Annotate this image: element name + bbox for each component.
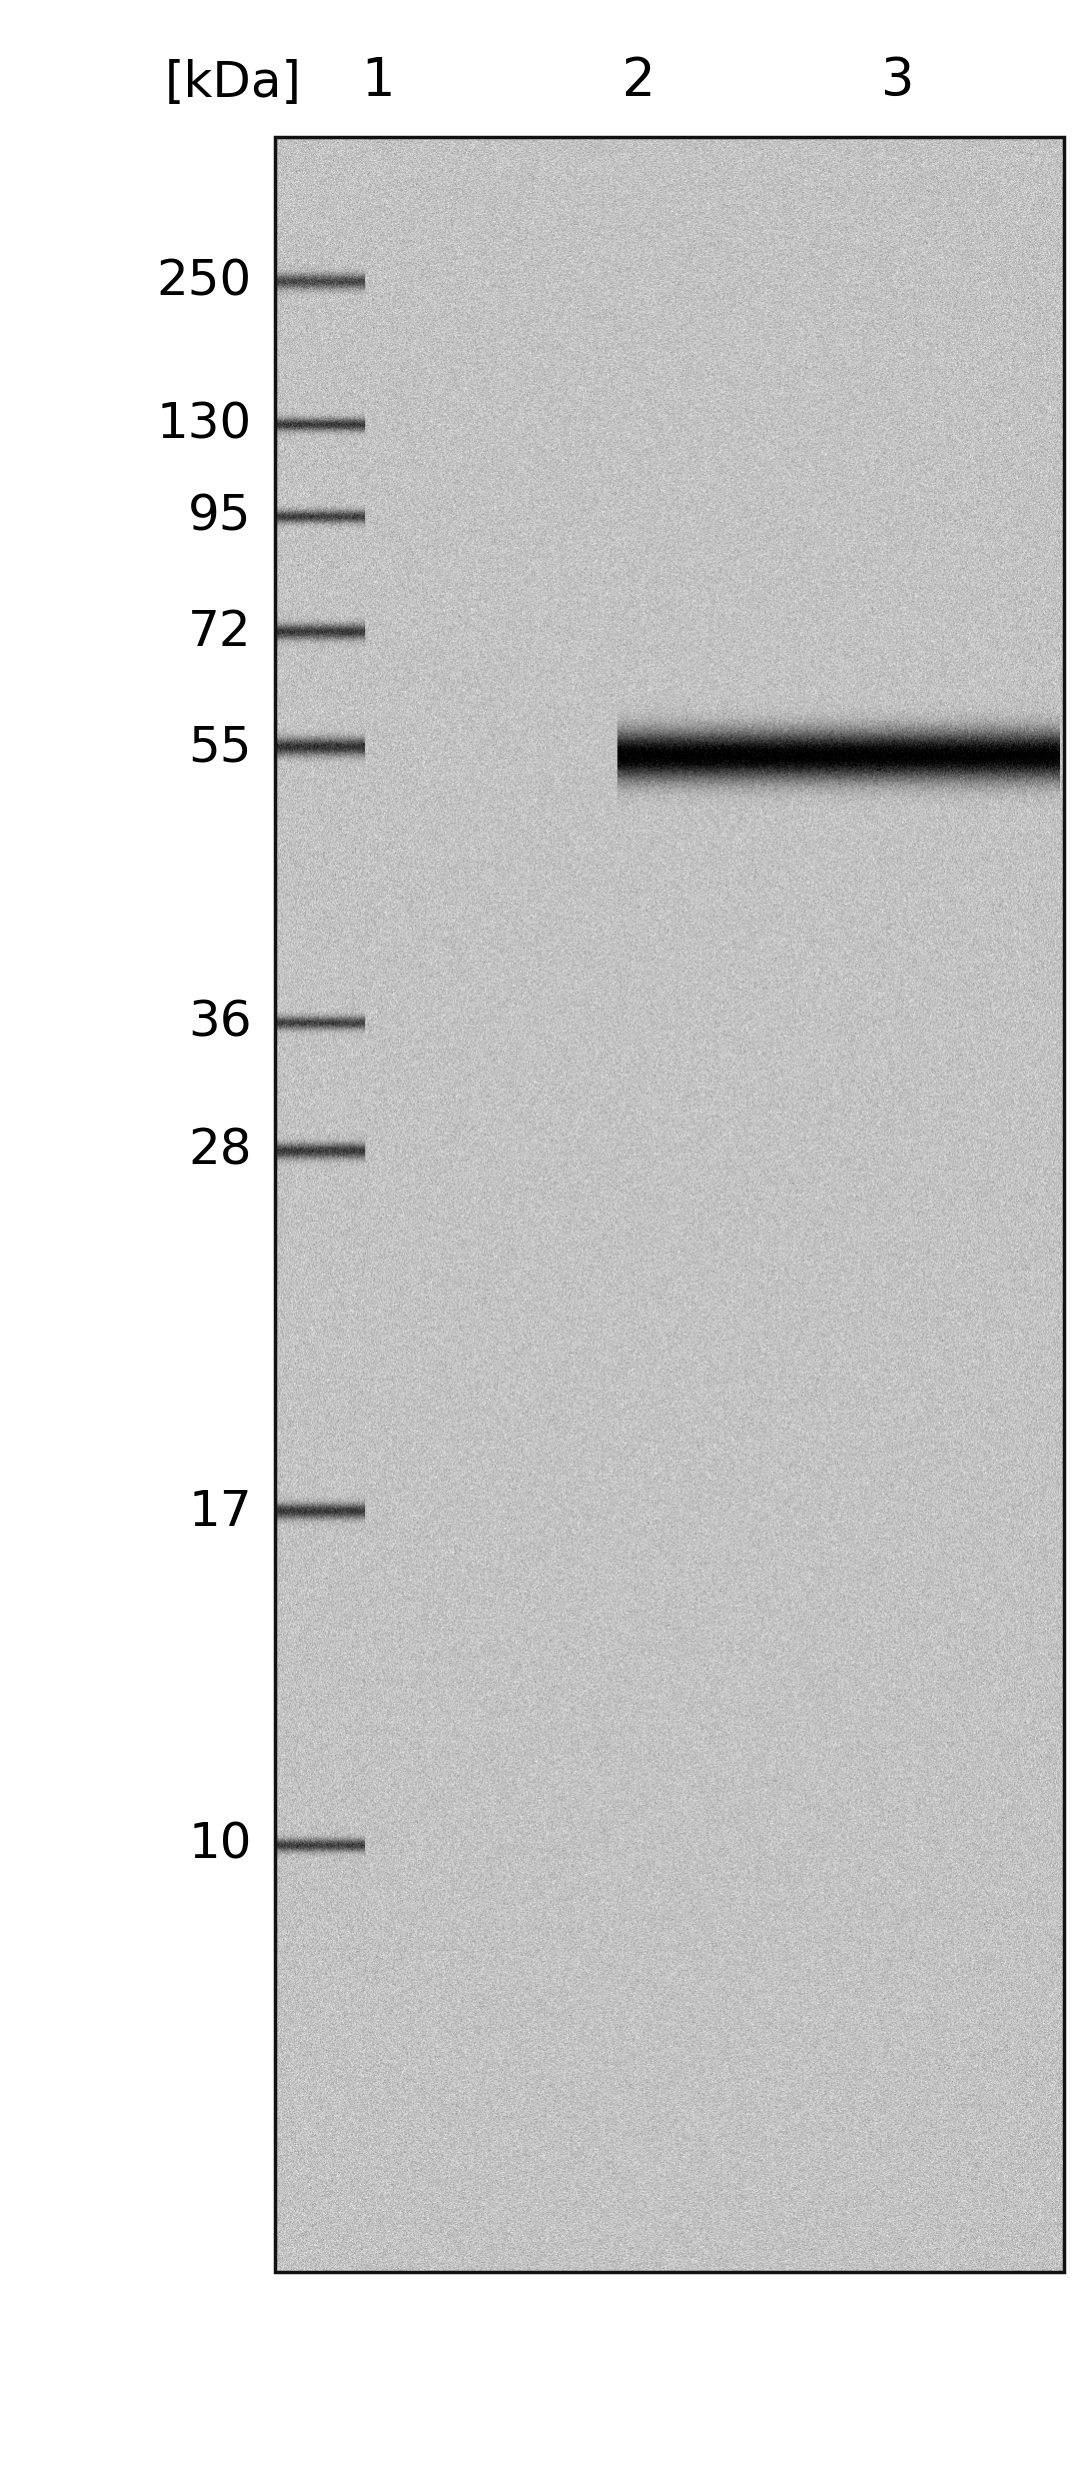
Text: 36: 36: [188, 998, 252, 1048]
Text: 130: 130: [157, 400, 252, 449]
Text: 72: 72: [188, 608, 252, 656]
Text: 10: 10: [188, 1820, 252, 1870]
Text: 3: 3: [881, 55, 915, 107]
Text: 2: 2: [621, 55, 654, 107]
Text: 28: 28: [188, 1127, 252, 1174]
Text: [kDa]: [kDa]: [165, 60, 302, 107]
Text: 55: 55: [188, 723, 252, 772]
Text: 17: 17: [188, 1487, 252, 1537]
Text: 250: 250: [157, 258, 252, 305]
Text: 95: 95: [188, 492, 252, 541]
Text: 1: 1: [361, 55, 394, 107]
Bar: [275, 137, 1064, 2272]
